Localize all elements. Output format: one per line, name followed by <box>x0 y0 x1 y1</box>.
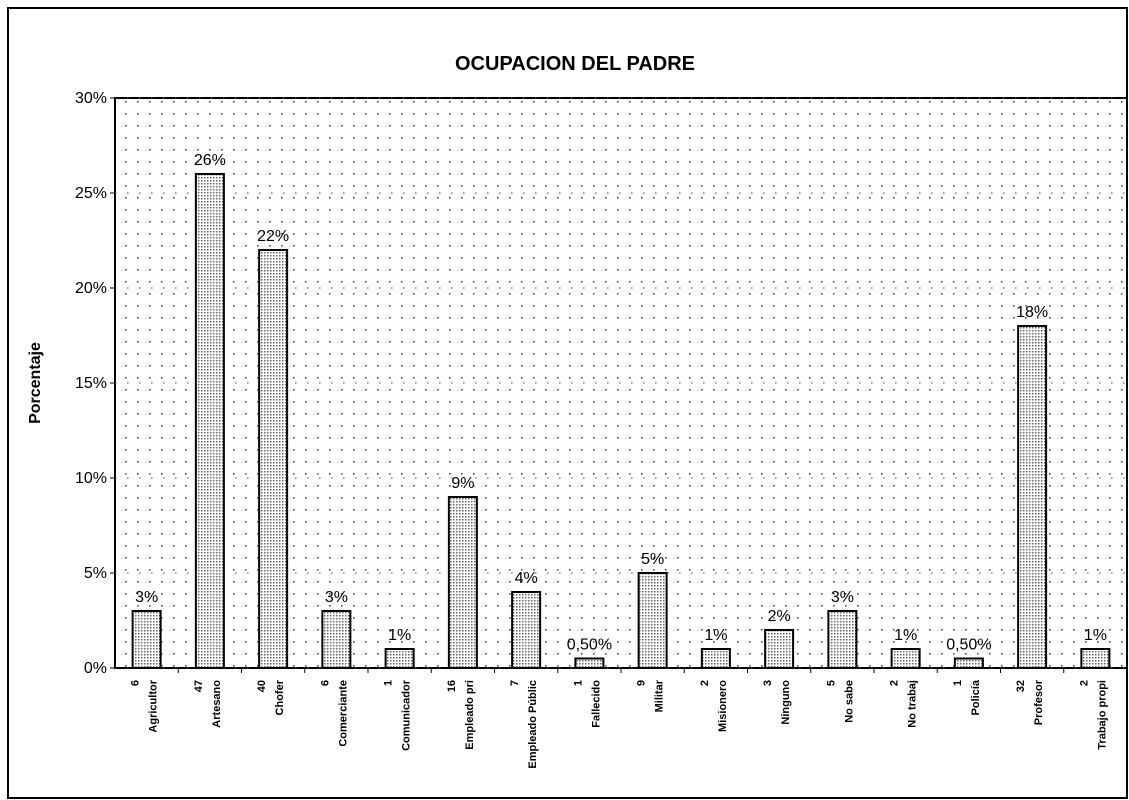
value-label: 1% <box>388 627 411 644</box>
value-label: 1% <box>1084 627 1107 644</box>
value-label: 0,50% <box>567 637 612 654</box>
x-count-label: 3 <box>762 680 774 686</box>
value-label: 3% <box>135 589 158 606</box>
bar <box>447 496 478 669</box>
x-tick-label: No sabe <box>843 680 855 723</box>
x-tick-label: Comerciante <box>337 680 349 747</box>
x-count-label: 5 <box>825 680 837 686</box>
bar <box>258 249 289 669</box>
bar <box>637 572 668 669</box>
value-label: 9% <box>451 475 474 492</box>
y-tick-label: 10% <box>75 470 107 487</box>
value-label: 22% <box>257 228 289 245</box>
bar <box>953 657 984 669</box>
bar <box>1017 325 1048 669</box>
bar <box>1080 648 1111 669</box>
value-label: 3% <box>325 589 348 606</box>
x-count-label: 6 <box>130 680 142 686</box>
x-tick-label: No trabaj <box>907 680 919 728</box>
x-tick-label: Fallecido <box>590 680 602 728</box>
value-label: 1% <box>704 627 727 644</box>
bar <box>764 629 795 669</box>
bar <box>131 610 162 669</box>
x-count-label: 6 <box>319 680 331 686</box>
y-axis-title: Porcentaje <box>27 342 44 424</box>
x-tick-label: Chofer <box>274 679 286 715</box>
x-count-label: 47 <box>193 680 205 692</box>
value-label: 5% <box>641 551 664 568</box>
value-label: 18% <box>1016 304 1048 321</box>
x-count-label: 40 <box>256 680 268 692</box>
value-label: 0,50% <box>946 637 991 654</box>
x-tick-label: Militar <box>654 679 666 712</box>
x-count-label: 7 <box>509 680 521 686</box>
x-tick-label: Empleado Públic <box>527 680 539 769</box>
bar <box>194 173 225 669</box>
value-label: 1% <box>894 627 917 644</box>
x-count-label: 1 <box>952 680 964 686</box>
value-label: 3% <box>831 589 854 606</box>
y-tick-label: 25% <box>75 185 107 202</box>
bar <box>827 610 858 669</box>
x-count-label: 2 <box>889 680 901 686</box>
x-count-label: 1 <box>383 680 395 686</box>
y-tick-label: 15% <box>75 375 107 392</box>
bar <box>890 648 921 669</box>
x-tick-label: Policía <box>970 679 982 715</box>
bar <box>700 648 731 669</box>
bar <box>384 648 415 669</box>
value-label: 2% <box>768 608 791 625</box>
x-count-label: 2 <box>699 680 711 686</box>
x-tick-label: Trabajo propi <box>1096 680 1108 750</box>
y-tick-label: 20% <box>75 280 107 297</box>
x-tick-label: Misionero <box>717 680 729 732</box>
x-count-label: 16 <box>446 680 458 692</box>
x-count-label: 9 <box>636 680 648 686</box>
x-tick-label: Profesor <box>1033 679 1045 725</box>
x-count-label: 32 <box>1015 680 1027 692</box>
x-count-label: 2 <box>1078 680 1090 686</box>
bar <box>511 591 542 669</box>
bar <box>321 610 352 669</box>
x-tick-label: Agricultor <box>148 679 160 732</box>
bar <box>574 657 605 669</box>
x-tick-label: Ninguno <box>780 680 792 725</box>
value-label: 26% <box>194 152 226 169</box>
x-tick-label: Artesano <box>211 680 223 728</box>
x-count-label: 1 <box>572 680 584 686</box>
x-tick-label: Comunicador <box>401 679 413 751</box>
y-tick-label: 30% <box>75 90 107 107</box>
y-tick-label: 0% <box>84 660 107 677</box>
chart-title: OCUPACION DEL PADRE <box>455 53 695 75</box>
y-tick-label: 5% <box>84 565 107 582</box>
x-tick-label: Empleado pri <box>464 680 476 750</box>
value-label: 4% <box>515 570 538 587</box>
